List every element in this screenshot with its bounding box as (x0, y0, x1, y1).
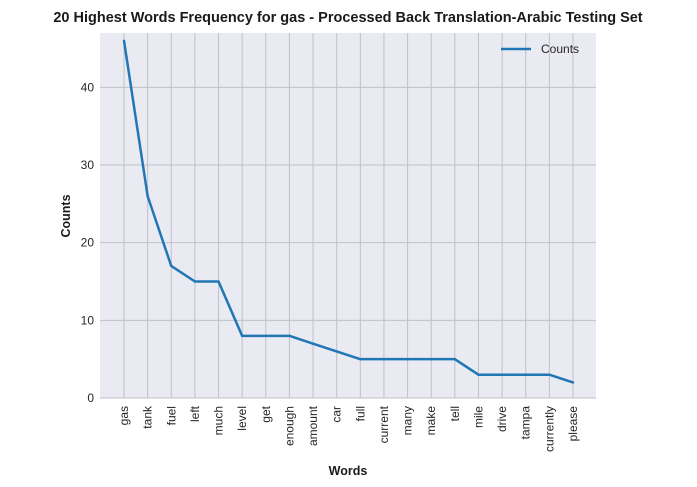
y-axis-ticks: 0 10 20 30 40 (81, 80, 95, 405)
x-tick-label: mile (471, 406, 485, 428)
data-point (359, 357, 362, 361)
x-tick-label: tell (448, 406, 462, 421)
y-tick-label: 0 (87, 391, 94, 405)
data-point (500, 373, 504, 376)
plot-area (100, 33, 596, 398)
x-tick-label: tampa (519, 406, 533, 440)
x-tick-label: many (401, 406, 415, 435)
data-point (406, 357, 409, 361)
data-point (146, 194, 149, 198)
data-point (382, 357, 386, 361)
x-tick-label: tank (141, 405, 155, 429)
legend: Counts (501, 42, 579, 56)
data-point (571, 381, 575, 384)
y-tick-label: 40 (81, 80, 95, 94)
x-tick-label: drive (495, 406, 509, 432)
x-tick-label: gas (117, 406, 131, 425)
x-tick-label: get (259, 405, 273, 422)
data-point (548, 373, 551, 376)
x-tick-label: level (235, 406, 249, 431)
x-axis-ticks: gas tank fuel left much level get enough amount c… (117, 405, 580, 452)
series-layer (122, 39, 575, 384)
data-point (217, 280, 220, 283)
data-point (524, 373, 527, 376)
y-axis-label: Counts (59, 194, 73, 237)
x-tick-label: full (353, 406, 367, 421)
grid-lines (100, 33, 596, 399)
x-tick-label: current (377, 405, 391, 443)
data-point (477, 373, 480, 376)
x-tick-label: make (424, 406, 438, 436)
data-point (240, 334, 244, 338)
x-axis-label: Words (329, 464, 368, 478)
data-point (335, 350, 338, 353)
data-point (311, 342, 315, 345)
y-tick-label: 20 (81, 236, 95, 250)
data-point (264, 334, 267, 338)
y-tick-label: 30 (81, 158, 95, 172)
data-point (430, 357, 433, 361)
data-point (453, 357, 457, 361)
x-tick-label: left (188, 405, 202, 422)
y-tick-label: 10 (81, 313, 95, 327)
data-point (122, 39, 126, 42)
x-tick-label: car (330, 406, 344, 423)
x-tick-label: please (566, 406, 580, 442)
x-tick-label: enough (282, 406, 296, 446)
chart-title: 20 Highest Words Frequency for gas - Pro… (53, 10, 642, 26)
data-point (288, 334, 291, 338)
x-tick-label: fuel (164, 406, 178, 425)
legend-label-counts: Counts (541, 42, 579, 56)
series-line-counts (122, 40, 574, 384)
x-tick-label: much (212, 406, 226, 435)
x-tick-label: amount (306, 405, 320, 446)
x-tick-label: currently (542, 406, 556, 452)
data-point (193, 280, 197, 283)
data-point (170, 264, 173, 268)
